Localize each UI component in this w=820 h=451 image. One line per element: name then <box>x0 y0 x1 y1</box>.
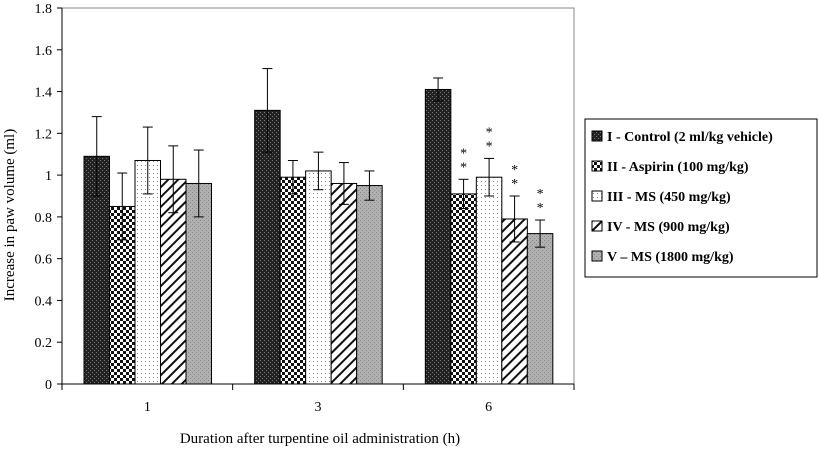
x-tick-label: 6 <box>485 400 492 415</box>
bar <box>254 109 281 385</box>
legend-swatch <box>591 220 603 232</box>
y-tick-label: 0.4 <box>35 294 53 309</box>
significance-star: * <box>486 139 493 154</box>
legend-label: IV - MS (900 mg/kg) <box>607 220 730 235</box>
bar <box>160 178 187 385</box>
legend-label: I - Control (2 ml/kg vehicle) <box>607 130 773 145</box>
bar <box>305 170 332 385</box>
significance-markers: ******** <box>460 125 543 216</box>
legend-label: II - Aspirin (100 mg/kg) <box>607 160 749 175</box>
bar <box>526 233 554 385</box>
error-bars <box>91 68 546 248</box>
bar <box>330 182 358 385</box>
y-tick-label: 1.6 <box>35 44 53 59</box>
bar <box>450 193 477 385</box>
significance-star: * <box>460 160 467 175</box>
legend-swatch <box>591 130 603 142</box>
bars <box>83 88 554 385</box>
y-tick-label: 0.2 <box>35 336 53 351</box>
significance-star: * <box>511 163 518 178</box>
x-tick-label: 3 <box>315 400 322 415</box>
y-tick-label: 1.8 <box>35 2 53 17</box>
legend-label: V – MS (1800 mg/kg) <box>607 250 734 265</box>
significance-star: * <box>486 125 493 140</box>
legend-label: III - MS (450 mg/kg) <box>607 190 731 205</box>
bar <box>501 218 528 385</box>
y-tick-label: 0 <box>45 378 52 393</box>
bar <box>279 176 307 385</box>
y-tick-label: 1.2 <box>35 127 53 142</box>
legend: I - Control (2 ml/kg vehicle) II - Aspiri… <box>584 118 818 278</box>
bar <box>356 185 383 385</box>
significance-star: * <box>537 187 544 202</box>
y-axis-title: Increase in paw volume (ml) <box>2 129 18 301</box>
y-tick-label: 0.8 <box>35 211 53 226</box>
legend-box <box>584 118 818 278</box>
significance-star: * <box>537 201 544 216</box>
bar <box>424 88 452 385</box>
legend-swatch <box>591 190 603 202</box>
significance-star: * <box>460 146 467 161</box>
x-tick-label: 1 <box>144 400 151 415</box>
bar <box>134 159 161 385</box>
legend-swatch <box>591 250 603 262</box>
y-tick-label: 1 <box>45 169 52 184</box>
bar <box>475 176 503 385</box>
significance-star: * <box>511 177 518 192</box>
y-tick-label: 1.4 <box>35 86 53 101</box>
x-axis-title: Duration after turpentine oil administra… <box>180 431 460 447</box>
x-axis: 1 3 6 <box>61 383 575 415</box>
y-tick-label: 0.6 <box>35 253 53 268</box>
legend-swatch <box>591 160 603 172</box>
